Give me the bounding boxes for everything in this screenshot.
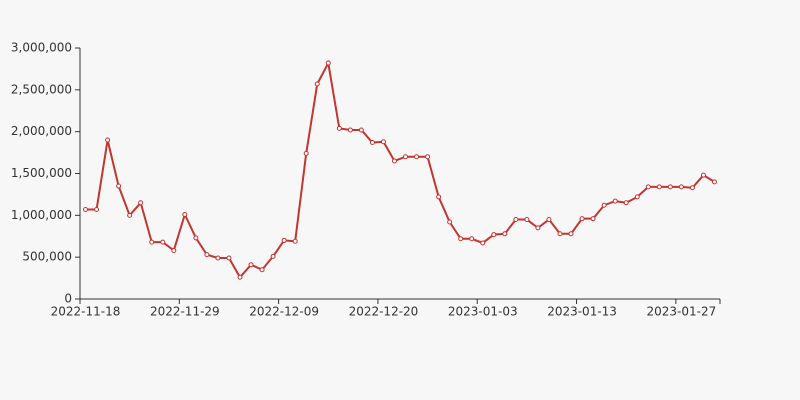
point [535, 225, 541, 231]
point [513, 217, 519, 223]
point [314, 81, 320, 87]
point [391, 158, 397, 164]
point [601, 202, 607, 208]
point [193, 235, 199, 241]
point [215, 255, 221, 261]
point [403, 154, 409, 160]
x-tick-label: 2023-01-13 [547, 305, 617, 319]
point [358, 127, 364, 133]
point [226, 255, 232, 261]
point [579, 216, 585, 222]
x-tick-label: 2022-12-20 [349, 305, 419, 319]
y-tick-label: 2,500,000 [11, 82, 72, 96]
x-tick-label: 2022-12-09 [249, 305, 319, 319]
y-tick-label: 500,000 [22, 250, 72, 264]
point [491, 232, 497, 238]
point [623, 200, 629, 206]
y-tick-label: 1,500,000 [11, 166, 72, 180]
y-tick-label: 3,000,000 [11, 41, 72, 55]
point [458, 236, 464, 242]
point [700, 172, 706, 178]
point [259, 267, 265, 273]
point [414, 154, 420, 160]
y-tick-label: 0 [64, 292, 72, 306]
point [469, 236, 475, 242]
point [149, 239, 155, 245]
point [656, 184, 662, 190]
x-tick-label: 2023-01-27 [647, 305, 717, 319]
point [425, 154, 431, 160]
point [160, 239, 166, 245]
x-tick-label: 2022-11-29 [150, 305, 220, 319]
point [480, 240, 486, 246]
point [105, 137, 111, 143]
point [678, 184, 684, 190]
point [436, 194, 442, 200]
point [325, 60, 331, 66]
point [116, 183, 122, 189]
point [204, 252, 210, 258]
point [248, 262, 254, 268]
point [369, 140, 375, 146]
point [546, 217, 552, 223]
point [568, 231, 574, 237]
point [237, 274, 243, 280]
point [336, 125, 342, 131]
point [645, 184, 651, 190]
point [557, 231, 563, 237]
point [689, 185, 695, 191]
x-tick-label: 2023-01-03 [448, 305, 518, 319]
y-tick-label: 2,000,000 [11, 124, 72, 138]
point [711, 179, 717, 185]
point [138, 200, 144, 206]
point [281, 237, 287, 243]
y-tick-label: 1,000,000 [11, 208, 72, 222]
point [171, 247, 177, 253]
point [127, 212, 133, 218]
point [634, 194, 640, 200]
point [447, 219, 453, 225]
point [270, 253, 276, 259]
point [667, 184, 673, 190]
point [182, 211, 188, 217]
line [85, 59, 716, 279]
point [83, 206, 89, 212]
point [303, 150, 309, 156]
point [94, 206, 100, 212]
point [380, 139, 386, 145]
x-tick-label: 2022-11-18 [51, 305, 121, 319]
point [347, 127, 353, 133]
point [292, 238, 298, 244]
point [612, 198, 618, 204]
point [502, 231, 508, 237]
point [590, 216, 596, 222]
point [524, 217, 530, 223]
